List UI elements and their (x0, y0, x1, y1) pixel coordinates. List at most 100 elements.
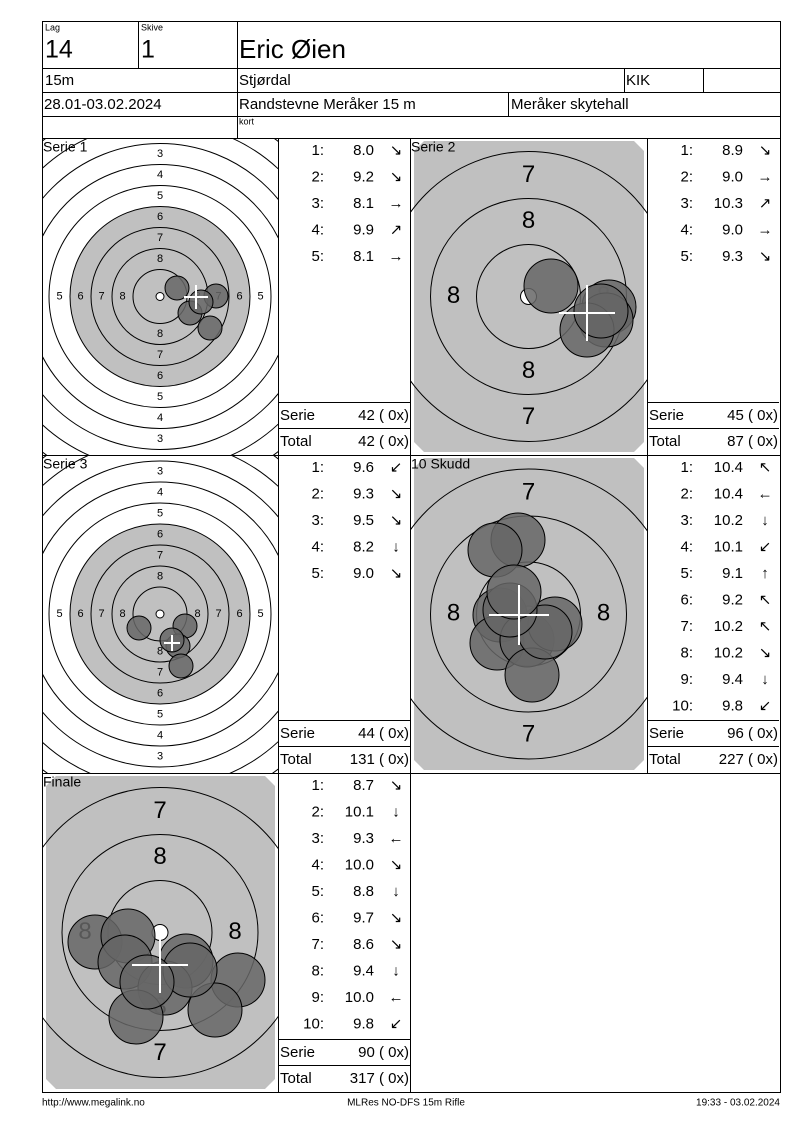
total-label: Total (649, 751, 681, 768)
shot-value: 9.0 (722, 168, 743, 185)
ring (69, 206, 251, 387)
shot-number: 6: (680, 591, 693, 608)
skive-label: Skive (141, 22, 163, 32)
ring-label: 8 (447, 599, 460, 626)
shot-direction: ↓ (761, 512, 769, 529)
footer-timestamp: 19:33 - 03.02.2024 (696, 1098, 780, 1109)
shot-value: 10.2 (714, 644, 743, 661)
footer-software: MLRes NO-DFS 15m Rifle (347, 1098, 465, 1109)
target: 778888 (43, 776, 278, 1089)
shot-direction: ↙ (390, 459, 403, 476)
ring-label: 8 (119, 608, 125, 620)
ring-label: 6 (236, 608, 242, 620)
shot-value: 9.4 (353, 962, 374, 979)
serie-score: 45 ( 0x) (727, 407, 778, 424)
outer-border (42, 21, 781, 1093)
shot-hole (188, 289, 214, 315)
shot-number: 3: (311, 195, 324, 212)
shot-hole (523, 258, 579, 314)
shot-direction: ↙ (390, 1015, 403, 1032)
ring-label: 7 (522, 403, 535, 430)
shot-direction: ↖ (759, 618, 772, 635)
ring-label: 6 (157, 370, 163, 382)
serie-label: Serie (280, 725, 315, 742)
shot-value: 9.3 (722, 248, 743, 265)
shot-hole (168, 653, 194, 679)
shot-number: 5: (311, 248, 324, 265)
ring-label: 3 (157, 148, 163, 160)
shot-hole (164, 275, 190, 301)
ring-label: 5 (157, 708, 163, 720)
ring (43, 143, 278, 450)
ring-label: 8 (194, 608, 200, 620)
ring-label: 3 (157, 750, 163, 762)
ring-label: 8 (157, 645, 163, 657)
ring-label: 3 (157, 465, 163, 477)
total-score: 227 ( 0x) (719, 751, 778, 768)
shot-value: 10.4 (714, 459, 743, 476)
total-label: Total (280, 433, 312, 450)
shot-hole (126, 615, 152, 641)
ring-label: 6 (77, 608, 83, 620)
shot-number: 8: (680, 644, 693, 661)
shot-value: 8.9 (722, 142, 743, 159)
ring-label: 7 (98, 608, 104, 620)
ring-label: 7 (215, 608, 221, 620)
ring-label: 5 (257, 290, 263, 302)
shot-value: 9.5 (353, 512, 374, 529)
shot-direction: ← (389, 989, 404, 1006)
shot-direction: ↘ (759, 644, 772, 661)
shot-number: 3: (680, 512, 693, 529)
shot-value: 10.0 (345, 856, 374, 873)
total-label: Total (280, 1070, 312, 1087)
shot-value: 9.1 (722, 565, 743, 582)
shot-value: 9.6 (353, 459, 374, 476)
lag-label: Lag (45, 22, 60, 32)
shot-direction: ↘ (759, 248, 772, 265)
ring-label: 8 (157, 253, 163, 265)
shot-number: 10: (303, 1015, 324, 1032)
serie-label: Serie (649, 725, 684, 742)
shot-direction: → (389, 248, 404, 265)
ten-ring (155, 609, 165, 619)
ring (411, 468, 647, 760)
club-short: KIK (626, 72, 650, 89)
panel-title: Serie 3 (43, 456, 88, 472)
total-score: 42 ( 0x) (358, 433, 409, 450)
shot-number: 8: (311, 962, 324, 979)
shot-direction: ↘ (759, 142, 772, 159)
shot-direction: ↘ (390, 512, 403, 529)
shot-direction: ↓ (392, 962, 400, 979)
shot-number: 7: (311, 936, 324, 953)
ring (43, 787, 278, 1078)
shot-number: 9: (311, 989, 324, 1006)
shot-number: 6: (311, 909, 324, 926)
shot-direction: → (758, 221, 773, 238)
shot-direction: → (389, 195, 404, 212)
shot-direction: ↓ (761, 671, 769, 688)
shot-value: 8.1 (353, 248, 374, 265)
shot-value: 9.3 (353, 485, 374, 502)
ring (69, 523, 251, 705)
shot-number: 4: (311, 221, 324, 238)
ring-label: 6 (236, 290, 242, 302)
shot-value: 9.8 (722, 697, 743, 714)
shot-number: 1: (311, 142, 324, 159)
ring-label: 4 (157, 412, 163, 424)
shot-value: 10.0 (345, 989, 374, 1006)
shot-hole (486, 564, 542, 620)
ring-label: 4 (157, 729, 163, 741)
shot-number: 2: (680, 485, 693, 502)
shot-value: 9.8 (353, 1015, 374, 1032)
shot-value: 9.0 (353, 565, 374, 582)
shot-hole (119, 954, 175, 1010)
ring (48, 502, 272, 726)
shot-direction: ↖ (759, 591, 772, 608)
shot-direction: ↘ (390, 565, 403, 582)
ring-label: 5 (56, 290, 62, 302)
serie-score: 42 ( 0x) (358, 407, 409, 424)
ring-label: 7 (98, 290, 104, 302)
shot-hole (573, 283, 629, 339)
shot-number: 9: (680, 671, 693, 688)
